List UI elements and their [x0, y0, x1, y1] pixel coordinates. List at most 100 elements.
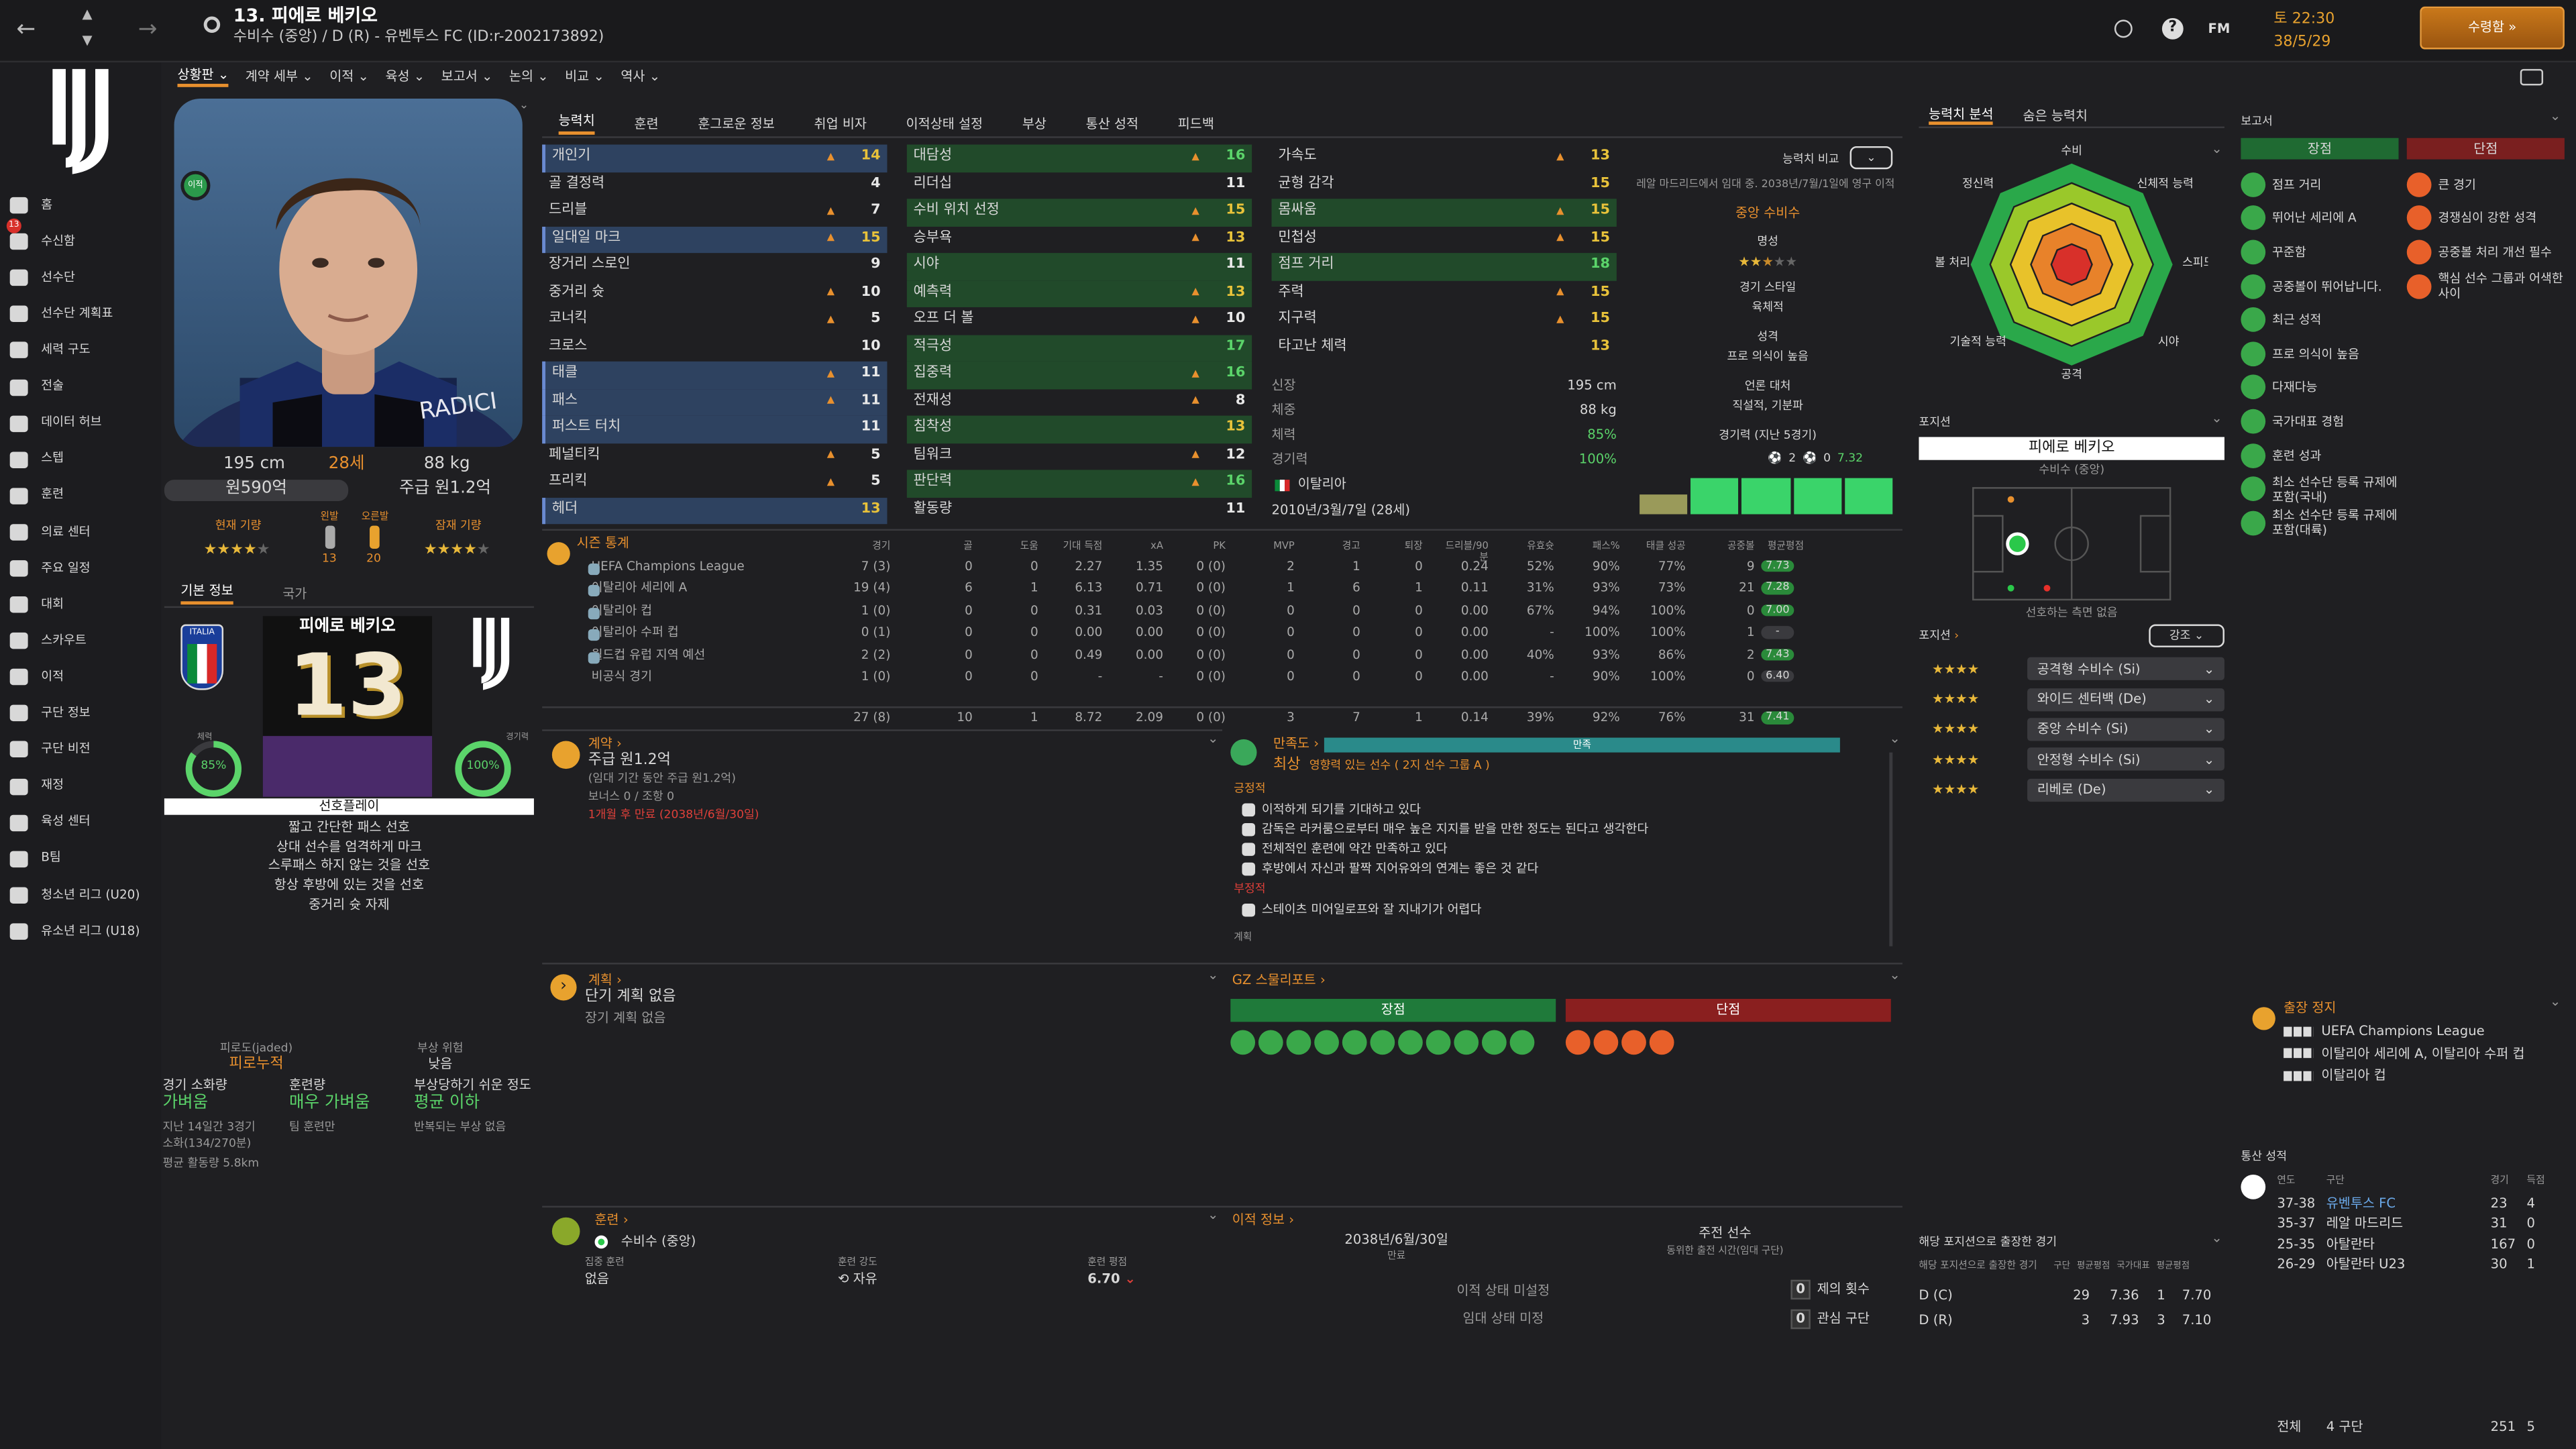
table-row[interactable]: UEFA Champions League 7 (3) 0 0 2.27 1.35 0 (0…	[542, 559, 1902, 581]
attribute-row[interactable]: 헤더 13	[542, 496, 888, 525]
attribute-row[interactable]: 수비 위치 선정 ▲ 15	[906, 199, 1252, 226]
sidebar-item-network[interactable]: 세력 구도	[9, 333, 158, 369]
role-row[interactable]: ★★★★ 와이드 센터백 (De) ⌄	[1919, 684, 2224, 714]
attribute-row[interactable]: 팀워크 ▲ 12	[907, 443, 1252, 470]
tab-attribute-analysis[interactable]: 능력치 분석	[1929, 107, 1994, 125]
attribute-row[interactable]: 골 결정력 4	[542, 172, 887, 199]
sidebar-item-academy[interactable]: 육성 센터	[9, 804, 158, 841]
attribute-row[interactable]: 코너킥 ▲ 5	[542, 307, 887, 334]
tab-4[interactable]: 이적상태 설정	[906, 116, 983, 131]
satisfaction-collapse[interactable]: ⌄	[1889, 731, 1900, 746]
settings-icon[interactable]	[2520, 68, 2544, 86]
attribute-row[interactable]: 침착성 13	[906, 415, 1252, 443]
sidebar-item-tactics[interactable]: 전술	[9, 369, 158, 405]
sidebar-item-u20[interactable]: 청소년 리그 (U20)	[9, 877, 158, 913]
help-icon[interactable]: ?	[2161, 17, 2184, 40]
season-stats-label[interactable]: 시즌 통계	[576, 535, 629, 551]
contract-label[interactable]: 계약 ›	[588, 736, 622, 751]
attribute-row[interactable]: 승부욕 ▲ 13	[907, 226, 1252, 253]
plans-collapse[interactable]: ⌄	[1208, 967, 1219, 983]
continue-button[interactable]: 수령함 »	[2420, 6, 2565, 50]
subnav-4[interactable]: 보고서 ⌄	[441, 69, 493, 85]
attribute-row[interactable]: 적극성 17	[906, 334, 1252, 362]
satisfaction-label[interactable]: 만족도 ›	[1273, 736, 1320, 751]
emphasis-dropdown[interactable]: 강조 ⌄	[2149, 624, 2224, 647]
table-row[interactable]: 25-35 아탈란타 167 0	[2277, 1236, 2536, 1252]
apps-collapse[interactable]: ⌄	[2211, 1230, 2222, 1246]
attribute-row[interactable]: 점프 거리 18	[1271, 253, 1617, 280]
role-row[interactable]: ★★★★ 공격형 수비수 (Si) ⌄	[1919, 654, 2224, 684]
table-row[interactable]: 이탈리아 수퍼 컵 0 (1) 0 0 0.00 0.00 0 (0) 0 0 0 0.00 - 100…	[542, 625, 1902, 647]
attribute-row[interactable]: 퍼스트 터치 11	[542, 415, 888, 443]
table-row[interactable]: 26-29 아탈란타 U23 30 1	[2277, 1256, 2536, 1272]
contract-collapse[interactable]: ⌄	[1208, 731, 1219, 746]
sidebar-item-clipboard[interactable]: 선수단 계획표	[9, 297, 158, 333]
attribute-row[interactable]: 가속도 ▲ 13	[1272, 145, 1617, 172]
tab-5[interactable]: 부상	[1022, 116, 1046, 131]
table-row[interactable]: 월드컵 유럽 지역 예선 2 (2) 0 0 0.49 0.00 0 (0) 0 0 0 0.00 4…	[542, 647, 1902, 669]
sidebar-item-trophy[interactable]: 대회	[9, 586, 158, 623]
subnav-3[interactable]: 육성 ⌄	[385, 69, 425, 85]
fm-menu[interactable]: FM	[2208, 21, 2231, 36]
collapse-icon[interactable]: ⌄	[519, 98, 529, 112]
sidebar-item-transfer[interactable]: 이적	[9, 659, 158, 696]
attribute-row[interactable]: 드리블 ▲ 7	[542, 199, 887, 225]
table-row[interactable]: 이탈리아 컵 1 (0) 0 0 0.31 0.03 0 (0) 0 0 0 0.00 67% 94% 1…	[542, 602, 1902, 625]
tab-2[interactable]: 훈그로운 정보	[698, 116, 775, 131]
club-crest-icon[interactable]	[46, 66, 119, 178]
globe-icon[interactable]	[2114, 19, 2133, 38]
role-dropdown[interactable]: 와이드 센터백 (De) ⌄	[2027, 688, 2224, 711]
attribute-row[interactable]: 민첩성 ▲ 15	[1272, 226, 1617, 253]
table-row[interactable]: 35-37 레알 마드리드 31 0	[2277, 1216, 2536, 1231]
down-arrow-icon[interactable]: ▼	[82, 32, 93, 48]
tab-3[interactable]: 취업 비자	[814, 116, 867, 131]
satisfaction-scrollbar[interactable]	[1889, 752, 1893, 947]
sidebar-item-u18[interactable]: 유소년 리그 (U18)	[9, 913, 158, 949]
tab-6[interactable]: 통산 성적	[1085, 116, 1139, 131]
sidebar-item-calendar[interactable]: 주요 일정	[9, 550, 158, 586]
attribute-row[interactable]: 활동량 11	[907, 497, 1252, 524]
subnav-5[interactable]: 논의 ⌄	[508, 69, 549, 85]
sidebar-item-data[interactable]: 데이터 허브	[9, 405, 158, 441]
sidebar-item-training[interactable]: 훈련	[9, 478, 158, 514]
sidebar-item-medical[interactable]: 의료 센터	[9, 514, 158, 550]
tab-hidden-attributes[interactable]: 숨은 능력치	[2023, 108, 2088, 123]
training-label[interactable]: 훈련 ›	[594, 1212, 629, 1228]
subnav-0[interactable]: 상황판 ⌄	[177, 67, 229, 88]
attribute-row[interactable]: 중거리 슛 ▲ 10	[542, 280, 887, 307]
role-dropdown[interactable]: 안정형 수비수 (Si) ⌄	[2027, 748, 2224, 771]
attribute-row[interactable]: 주력 ▲ 15	[1272, 280, 1617, 307]
sidebar-item-home[interactable]: 홈	[9, 187, 158, 223]
search-icon[interactable]	[203, 16, 221, 33]
tab-0[interactable]: 능력치	[558, 113, 595, 136]
sidebar-item-staff[interactable]: 스텝	[9, 441, 158, 478]
attribute-row[interactable]: 프리킥 ▲ 5	[542, 470, 887, 496]
subnav-1[interactable]: 계약 세부 ⌄	[245, 69, 313, 85]
sidebar-item-club[interactable]: 구단 정보	[9, 696, 158, 732]
role-dropdown[interactable]: 리베로 (De) ⌄	[2027, 778, 2224, 802]
attribute-row[interactable]: 패스 ▲ 11	[542, 388, 888, 416]
training-collapse[interactable]: ⌄	[1208, 1208, 1219, 1223]
role-row[interactable]: ★★★★ 안정형 수비수 (Si) ⌄	[1919, 745, 2224, 775]
sidebar-item-people[interactable]: 선수단	[9, 260, 158, 296]
position-collapse[interactable]: ⌄	[2211, 411, 2222, 426]
subnav-7[interactable]: 역사 ⌄	[621, 69, 661, 85]
report-collapse[interactable]: ⌄	[2549, 108, 2561, 123]
tab-1[interactable]: 훈련	[634, 116, 659, 131]
attribute-row[interactable]: 일대일 마크 ▲ 15	[542, 225, 888, 254]
attribute-row[interactable]: 리더십 11	[907, 172, 1252, 199]
attribute-row[interactable]: 장거리 스로인 9	[542, 253, 887, 280]
transfer-label[interactable]: 이적 정보 ›	[1232, 1212, 1295, 1228]
scout-collapse[interactable]: ⌄	[1889, 967, 1900, 983]
attribute-row[interactable]: 크로스 10	[542, 334, 887, 361]
tab-7[interactable]: 피드백	[1177, 116, 1214, 131]
table-row[interactable]: 이탈리아 세리에 A 19 (4) 6 1 6.13 0.71 0 (0) 1 6 1 0.11 31…	[542, 580, 1902, 602]
subnav-6[interactable]: 비교 ⌄	[565, 69, 604, 85]
attribute-row[interactable]: 전재성 ▲ 8	[907, 388, 1252, 415]
sidebar-item-mail[interactable]: 수신함	[9, 223, 158, 260]
up-arrow-icon[interactable]: ▲	[82, 6, 93, 21]
attribute-row[interactable]: 시야 11	[906, 253, 1252, 280]
attribute-row[interactable]: 지구력 ▲ 15	[1272, 307, 1617, 334]
attribute-row[interactable]: 페널티킥 ▲ 5	[542, 443, 887, 470]
table-row[interactable]: 37-38 유벤투스 FC 23 4	[2277, 1195, 2536, 1211]
